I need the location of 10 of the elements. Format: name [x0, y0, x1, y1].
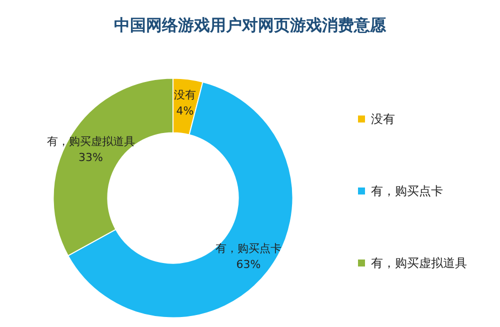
- legend-label: 有，购买点卡: [371, 184, 443, 198]
- legend-label: 有，购买虚拟道具: [371, 256, 467, 270]
- slice-label: 有，购买点卡: [215, 242, 282, 256]
- data-label: 33%: [78, 150, 104, 164]
- data-label: 4%: [176, 104, 194, 118]
- legend-label: 没有: [371, 112, 395, 126]
- chart-title: 中国网络游戏用户对网页游戏消费意愿: [114, 16, 387, 34]
- data-label: 63%: [236, 258, 261, 272]
- slice-label: 有，购买虚拟道具: [46, 134, 135, 148]
- slice-label: 没有: [174, 88, 196, 102]
